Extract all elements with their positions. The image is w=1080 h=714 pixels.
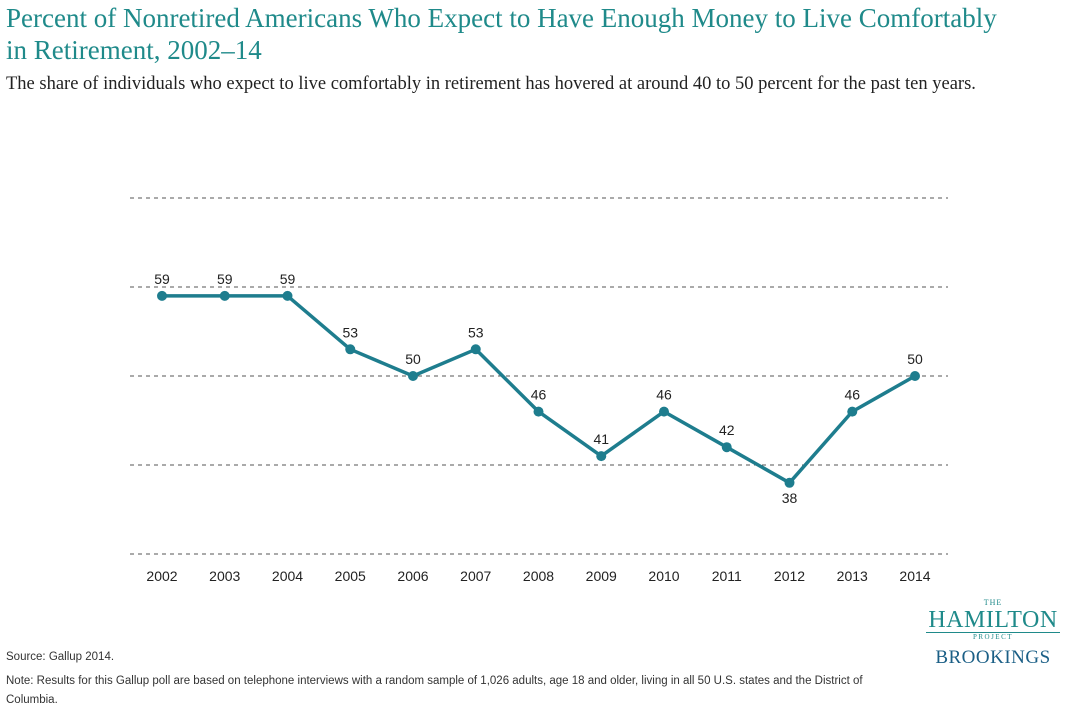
chart-title: Percent of Nonretired Americans Who Expe… xyxy=(6,3,997,65)
x-tick-2009: 2009 xyxy=(586,568,617,584)
data-label-2013: 46 xyxy=(844,387,860,403)
x-tick-2013: 2013 xyxy=(837,568,868,584)
data-labels: 59 59 59 53 50 53 46 41 46 42 38 46 50 xyxy=(154,271,923,506)
data-point-2006 xyxy=(408,371,418,381)
x-tick-2008: 2008 xyxy=(523,568,554,584)
data-label-2003: 59 xyxy=(217,271,233,287)
x-tick-2011: 2011 xyxy=(712,568,742,584)
x-tick-2010: 2010 xyxy=(648,568,679,584)
data-label-2004: 59 xyxy=(280,271,296,287)
data-label-2014: 50 xyxy=(907,351,923,367)
data-point-2002 xyxy=(157,290,167,301)
footnote: Note: Results for this Gallup poll are b… xyxy=(6,675,863,706)
data-point-2013 xyxy=(847,406,858,417)
data-label-2011: 42 xyxy=(719,422,735,438)
logo-project: PROJECT xyxy=(972,633,1014,641)
data-label-2006: 50 xyxy=(405,351,421,367)
data-label-2010: 46 xyxy=(656,387,672,403)
x-tick-labels: 2002 2003 2004 2005 2006 2007 2008 2009 2010 2011… xyxy=(146,568,930,584)
data-label-2012: 38 xyxy=(782,490,798,506)
data-point-2003 xyxy=(219,290,230,301)
data-point-2008 xyxy=(533,406,544,417)
data-point-2009 xyxy=(596,451,607,462)
x-tick-2004: 2004 xyxy=(272,568,303,584)
chart-subtitle: The share of individuals who expect to l… xyxy=(6,74,976,94)
x-tick-2014: 2014 xyxy=(899,568,930,584)
x-tick-2002: 2002 xyxy=(146,568,177,584)
data-label-2007: 53 xyxy=(468,324,484,340)
data-point-2012 xyxy=(784,477,795,488)
data-point-2007 xyxy=(470,344,481,355)
data-point-2005 xyxy=(345,344,356,355)
data-points xyxy=(157,290,920,488)
hamilton-brookings-logo: THE HAMILTON PROJECT BROOKINGS xyxy=(918,598,1068,668)
x-tick-2007: 2007 xyxy=(460,568,491,584)
x-tick-2006: 2006 xyxy=(397,568,428,584)
data-label-2009: 41 xyxy=(593,431,609,447)
data-label-2005: 53 xyxy=(342,324,358,340)
x-tick-2005: 2005 xyxy=(335,568,366,584)
data-label-2008: 46 xyxy=(531,387,547,403)
logo-brookings: BROOKINGS xyxy=(935,647,1051,668)
data-point-2014 xyxy=(910,371,920,381)
data-point-2004 xyxy=(282,290,293,301)
logo-hamilton: HAMILTON xyxy=(926,607,1060,633)
gridlines xyxy=(130,197,948,555)
x-tick-2003: 2003 xyxy=(209,568,240,584)
data-point-2011 xyxy=(721,442,732,453)
data-point-2010 xyxy=(659,406,669,417)
source-note: Source: Gallup 2014. xyxy=(6,651,115,663)
x-tick-2012: 2012 xyxy=(774,568,805,584)
data-label-2002: 59 xyxy=(154,271,170,287)
logo-the: THE xyxy=(983,598,1003,607)
